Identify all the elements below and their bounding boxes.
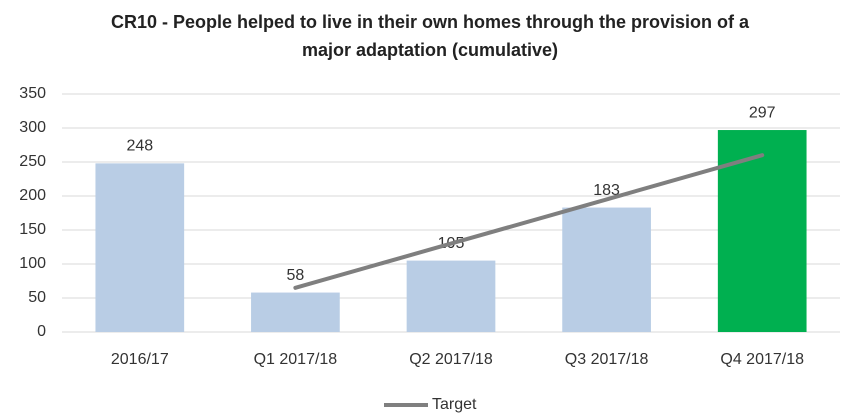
- y-tick-label: 100: [19, 255, 46, 272]
- x-tick-label: Q2 2017/18: [409, 351, 493, 368]
- bar: [406, 260, 496, 332]
- legend-label: Target: [432, 396, 477, 413]
- target-line: [293, 153, 765, 290]
- x-tick-label: Q4 2017/18: [720, 351, 804, 368]
- bar: [95, 163, 185, 332]
- x-tick-label: 2016/17: [111, 351, 169, 368]
- bar: [251, 292, 340, 332]
- data-label: 297: [749, 104, 776, 121]
- data-label: 183: [593, 182, 620, 199]
- y-tick-label: 0: [37, 323, 46, 340]
- bar: [562, 207, 651, 332]
- data-label: 58: [287, 267, 305, 284]
- data-label: 248: [126, 138, 153, 155]
- y-tick-label: 200: [19, 187, 46, 204]
- y-tick-label: 300: [19, 119, 46, 136]
- chart-title: CR10 - People helped to live in their ow…: [110, 12, 750, 60]
- bar: [717, 130, 807, 332]
- y-tick-label: 350: [19, 85, 46, 102]
- y-tick-label: 50: [28, 289, 46, 306]
- x-tick-label: Q3 2017/18: [565, 351, 649, 368]
- x-tick-label: Q1 2017/18: [254, 351, 338, 368]
- y-tick-label: 150: [19, 221, 46, 238]
- y-tick-label: 250: [19, 153, 46, 170]
